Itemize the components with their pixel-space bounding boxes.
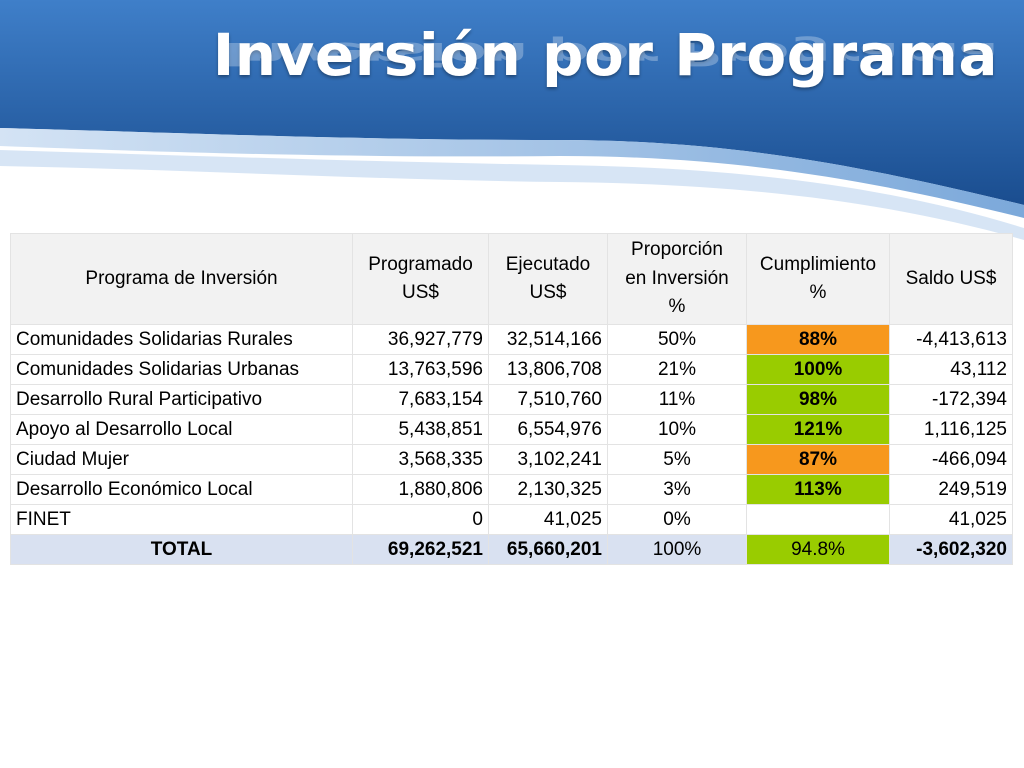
header-programado: Programado US$: [352, 233, 489, 325]
total-label: TOTAL: [10, 534, 353, 565]
cell-programa: Comunidades Solidarias Rurales: [10, 324, 353, 355]
slide-title: Inversión por Programa: [212, 21, 998, 89]
cell-saldo: -4,413,613: [889, 324, 1013, 355]
cell-cumplimiento: [746, 504, 890, 535]
header-proporcion-line3: %: [668, 296, 686, 318]
table-row: Comunidades Solidarias Rurales 36,927,77…: [10, 324, 1013, 355]
cell-saldo: 41,025: [889, 504, 1013, 535]
table-total-row: TOTAL 69,262,521 65,660,201 100% 94.8% -…: [10, 534, 1013, 565]
header-saldo-label: Saldo US$: [905, 267, 997, 289]
header-ejecutado-line2: US$: [529, 282, 567, 303]
cell-saldo: 249,519: [889, 474, 1013, 505]
cell-programado: 7,683,154: [352, 384, 489, 415]
header-banner: [0, 0, 1024, 240]
table-row: Apoyo al Desarrollo Local 5,438,851 6,55…: [10, 414, 1013, 445]
cell-ejecutado: 13,806,708: [488, 354, 608, 385]
header-programa-label: Programa de Inversión: [85, 267, 278, 289]
header-programado-line1: Programado: [368, 253, 473, 275]
header-programado-line2: US$: [402, 282, 439, 303]
table-row: Ciudad Mujer 3,568,335 3,102,241 5% 87% …: [10, 444, 1013, 475]
cell-programado: 5,438,851: [352, 414, 489, 445]
cell-cumplimiento: 100%: [746, 354, 890, 385]
header-ejecutado: Ejecutado US$: [488, 233, 608, 325]
table-row: Desarrollo Rural Participativo 7,683,154…: [10, 384, 1013, 415]
total-saldo: -3,602,320: [889, 534, 1013, 565]
header-saldo: Saldo US$: [889, 233, 1013, 325]
cell-proporcion: 50%: [607, 324, 747, 355]
table-header-row: Programa de Inversión Programado US$ Eje…: [10, 233, 1013, 325]
cell-ejecutado: 7,510,760: [488, 384, 608, 415]
cell-proporcion: 10%: [607, 414, 747, 445]
cell-programa: Ciudad Mujer: [10, 444, 353, 475]
cell-cumplimiento: 98%: [746, 384, 890, 415]
cell-proporcion: 5%: [607, 444, 747, 475]
cell-ejecutado: 2,130,325: [488, 474, 608, 505]
table-row: FINET 0 41,025 0% 41,025: [10, 504, 1013, 535]
header-cumplimiento: Cumplimiento %: [746, 233, 890, 325]
total-programado: 69,262,521: [352, 534, 489, 565]
header-ejecutado-line1: Ejecutado: [505, 253, 591, 275]
cell-programa: Comunidades Solidarias Urbanas: [10, 354, 353, 385]
cell-saldo: 43,112: [889, 354, 1013, 385]
cell-ejecutado: 32,514,166: [488, 324, 608, 355]
cell-cumplimiento: 87%: [746, 444, 890, 475]
header-proporcion-line1: Proporción: [631, 239, 723, 261]
cell-programado: 3,568,335: [352, 444, 489, 475]
total-ejecutado: 65,660,201: [488, 534, 608, 565]
cell-programado: 13,763,596: [352, 354, 489, 385]
table-row: Comunidades Solidarias Urbanas 13,763,59…: [10, 354, 1013, 385]
cell-ejecutado: 41,025: [488, 504, 608, 535]
cell-saldo: -466,094: [889, 444, 1013, 475]
header-cumplimiento-line1: Cumplimiento: [759, 253, 877, 275]
table-row: Desarrollo Económico Local 1,880,806 2,1…: [10, 474, 1013, 505]
cell-programado: 36,927,779: [352, 324, 489, 355]
cell-ejecutado: 3,102,241: [488, 444, 608, 475]
cell-proporcion: 11%: [607, 384, 747, 415]
cell-programa: FINET: [10, 504, 353, 535]
cell-programa: Desarrollo Rural Participativo: [10, 384, 353, 415]
cell-programa: Desarrollo Económico Local: [10, 474, 353, 505]
cell-ejecutado: 6,554,976: [488, 414, 608, 445]
header-proporcion-line2: en Inversión: [625, 267, 729, 289]
cell-saldo: 1,116,125: [889, 414, 1013, 445]
cell-proporcion: 21%: [607, 354, 747, 385]
cell-programa: Apoyo al Desarrollo Local: [10, 414, 353, 445]
cell-saldo: -172,394: [889, 384, 1013, 415]
cell-cumplimiento: 88%: [746, 324, 890, 355]
cell-proporcion: 3%: [607, 474, 747, 505]
cell-proporcion: 0%: [607, 504, 747, 535]
cell-programado: 1,880,806: [352, 474, 489, 505]
header-programa: Programa de Inversión: [10, 233, 353, 325]
total-cumplimiento: 94.8%: [746, 534, 890, 565]
cell-cumplimiento: 121%: [746, 414, 890, 445]
header-cumplimiento-line2: %: [809, 282, 827, 303]
investment-table: Programa de Inversión Programado US$ Eje…: [10, 233, 1013, 565]
cell-cumplimiento: 113%: [746, 474, 890, 505]
header-proporcion: Proporción en Inversión %: [607, 233, 747, 325]
total-proporcion: 100%: [607, 534, 747, 565]
cell-programado: 0: [352, 504, 489, 535]
